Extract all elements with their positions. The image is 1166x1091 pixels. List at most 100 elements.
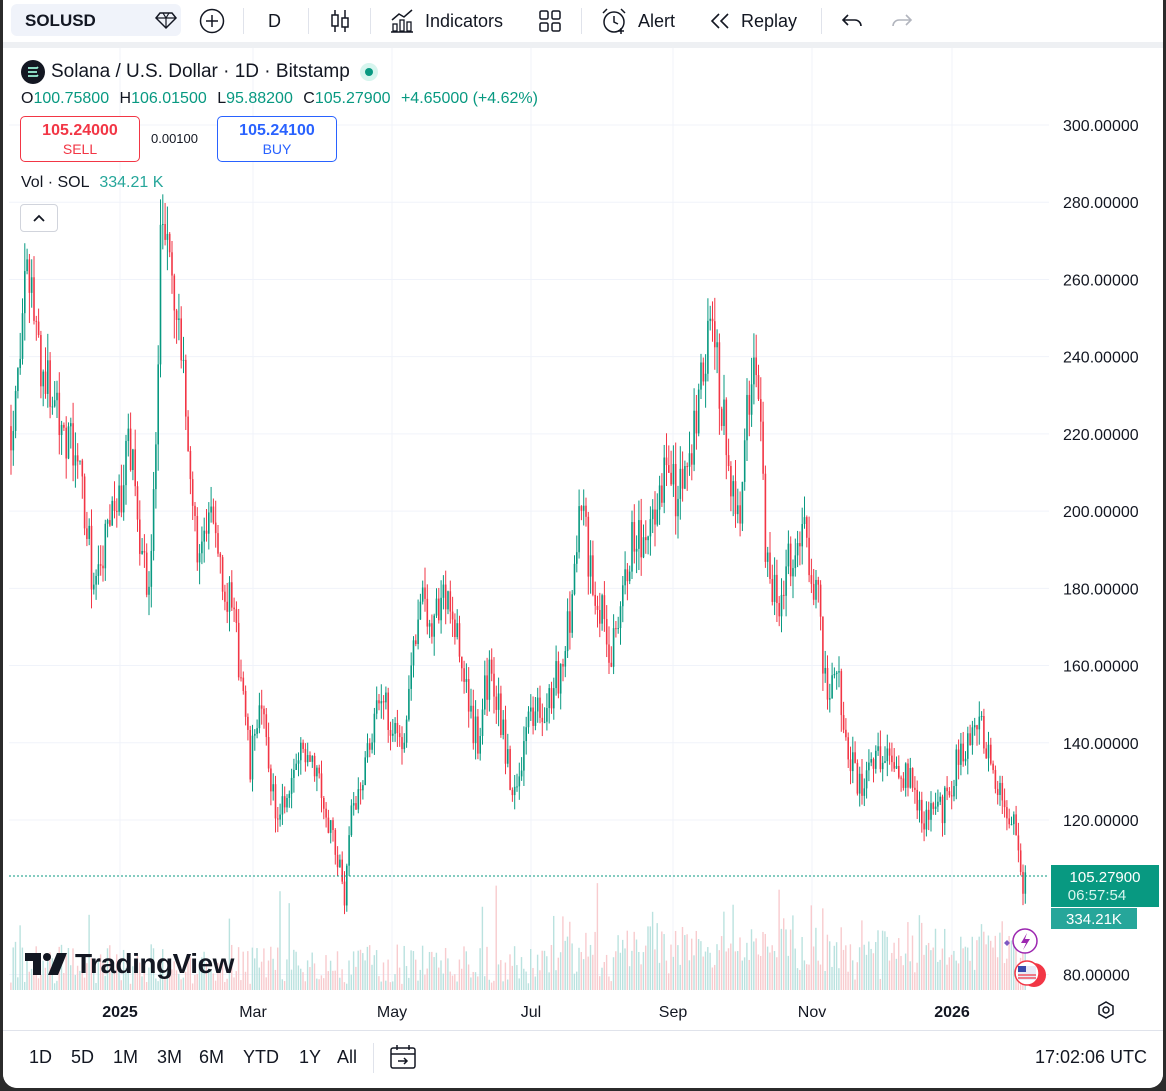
range-button-1y[interactable]: 1Y bbox=[299, 1047, 322, 1067]
volume-bar bbox=[196, 973, 198, 990]
candle-body bbox=[162, 224, 164, 226]
volume-bar bbox=[822, 908, 824, 990]
candle-body bbox=[474, 716, 477, 744]
price-tick-label: 280.00000 bbox=[1063, 195, 1139, 212]
volume-bar bbox=[645, 945, 647, 990]
candle-body bbox=[654, 509, 656, 525]
us-flag-event-badge[interactable] bbox=[1014, 960, 1046, 987]
candle-body bbox=[693, 410, 695, 465]
volume-bar bbox=[295, 951, 297, 990]
volume-bar bbox=[111, 964, 113, 990]
candle-body bbox=[1008, 818, 1010, 825]
candle-body bbox=[921, 799, 923, 824]
candle-body bbox=[976, 725, 978, 730]
lightning-event-badge[interactable] bbox=[1004, 928, 1038, 954]
volume-bar bbox=[472, 971, 474, 990]
candle-body bbox=[778, 603, 780, 617]
plus-circle-icon bbox=[199, 8, 225, 34]
volume-bar bbox=[1015, 935, 1017, 990]
buy-label: BUY bbox=[262, 141, 292, 157]
buy-button[interactable]: 105.24100 BUY bbox=[217, 116, 337, 162]
candle-body bbox=[226, 601, 228, 612]
range-button-ytd[interactable]: YTD bbox=[243, 1047, 279, 1067]
candle-body bbox=[507, 749, 509, 764]
candle-body bbox=[831, 675, 833, 699]
volume-value: 334.21 K bbox=[99, 174, 164, 191]
candle-body bbox=[152, 489, 155, 551]
candle-body bbox=[187, 416, 189, 451]
candle-body bbox=[670, 472, 672, 485]
volume-bar bbox=[771, 945, 773, 990]
undo-button[interactable] bbox=[841, 0, 863, 42]
candle-body bbox=[780, 594, 783, 617]
utc-clock[interactable]: 17:02:06 UTC bbox=[1034, 1047, 1147, 1067]
range-button-all[interactable]: All bbox=[337, 1047, 358, 1067]
indicators-button[interactable]: Indicators bbox=[389, 0, 503, 42]
volume-legend[interactable]: Vol · SOL 334.21 K bbox=[21, 174, 163, 192]
solana-logo-icon bbox=[21, 60, 45, 84]
axis-settings-button[interactable] bbox=[1098, 1001, 1114, 1019]
chart-type-button[interactable] bbox=[329, 0, 351, 42]
volume-bar bbox=[541, 950, 543, 990]
volume-bar bbox=[704, 951, 707, 990]
candle-body bbox=[794, 555, 797, 569]
volume-bar bbox=[973, 969, 976, 990]
volume-bar bbox=[599, 976, 601, 990]
candle-body bbox=[773, 574, 776, 602]
volume-bar bbox=[467, 964, 470, 990]
range-button-5d[interactable]: 5D bbox=[71, 1047, 95, 1067]
interval-button[interactable]: D bbox=[268, 0, 281, 42]
candle-body bbox=[449, 591, 452, 612]
volume-bar bbox=[870, 948, 872, 990]
candle-body bbox=[895, 765, 898, 769]
volume-bar bbox=[605, 954, 608, 990]
volume-bar bbox=[438, 967, 440, 990]
candle-body bbox=[656, 509, 659, 525]
last-price-tag: 105.27900 bbox=[1070, 869, 1141, 886]
candle-body bbox=[497, 693, 500, 710]
candle-body bbox=[893, 762, 895, 769]
volume-bar bbox=[442, 973, 444, 990]
time-axis[interactable]: 2025 Mar May Jul Sep Nov 2026 bbox=[102, 1004, 970, 1021]
candle-body bbox=[695, 410, 698, 434]
range-button-6m[interactable]: 6M bbox=[199, 1047, 225, 1067]
range-button-3m[interactable]: 3M bbox=[157, 1047, 183, 1067]
candle-body bbox=[923, 823, 925, 830]
range-button-1m[interactable]: 1M bbox=[113, 1047, 139, 1067]
collapse-legend-button[interactable] bbox=[20, 204, 58, 232]
volume-bar bbox=[978, 936, 980, 990]
candle-body bbox=[904, 763, 907, 788]
redo-button[interactable] bbox=[891, 0, 913, 42]
diamond-icon[interactable] bbox=[155, 10, 177, 30]
layouts-button[interactable] bbox=[538, 0, 562, 42]
series-legend-title[interactable]: Solana / U.S. Dollar · 1D · Bitstamp bbox=[21, 60, 378, 84]
candle-body bbox=[415, 640, 417, 645]
compare-button[interactable] bbox=[199, 0, 225, 42]
price-chart[interactable]: 300.00000 280.00000 260.00000 240.00000 220.… bbox=[3, 0, 1163, 1030]
interval-label: D bbox=[268, 10, 281, 31]
candle-body bbox=[440, 597, 442, 621]
range-button-1d[interactable]: 1D bbox=[29, 1047, 53, 1067]
volume-bar bbox=[817, 960, 819, 990]
volume-bar bbox=[571, 943, 573, 990]
price-axis[interactable]: 300.00000 280.00000 260.00000 240.00000 220.… bbox=[1063, 118, 1139, 984]
candle-body bbox=[803, 517, 806, 524]
volume-bar bbox=[495, 885, 497, 990]
candle-body bbox=[479, 735, 481, 754]
candle-body bbox=[801, 523, 803, 547]
series-title: Solana / U.S. Dollar · 1D · Bitstamp bbox=[51, 61, 350, 82]
candle-body bbox=[99, 564, 102, 566]
candle-body bbox=[235, 609, 238, 623]
candle-body bbox=[332, 820, 334, 830]
symbol-search-button[interactable]: SOLUSD bbox=[11, 4, 181, 36]
sell-button[interactable]: 105.24000 SELL bbox=[20, 116, 140, 162]
volume-bar bbox=[444, 947, 447, 990]
volume-bar bbox=[720, 936, 723, 990]
go-to-date-button[interactable] bbox=[389, 1044, 417, 1077]
candle-body bbox=[116, 510, 118, 512]
alert-button[interactable]: Alert bbox=[600, 0, 675, 42]
volume-bar bbox=[819, 964, 822, 990]
volume-bar bbox=[396, 944, 398, 990]
candle-body bbox=[26, 259, 28, 272]
replay-button[interactable]: Replay bbox=[709, 0, 797, 42]
